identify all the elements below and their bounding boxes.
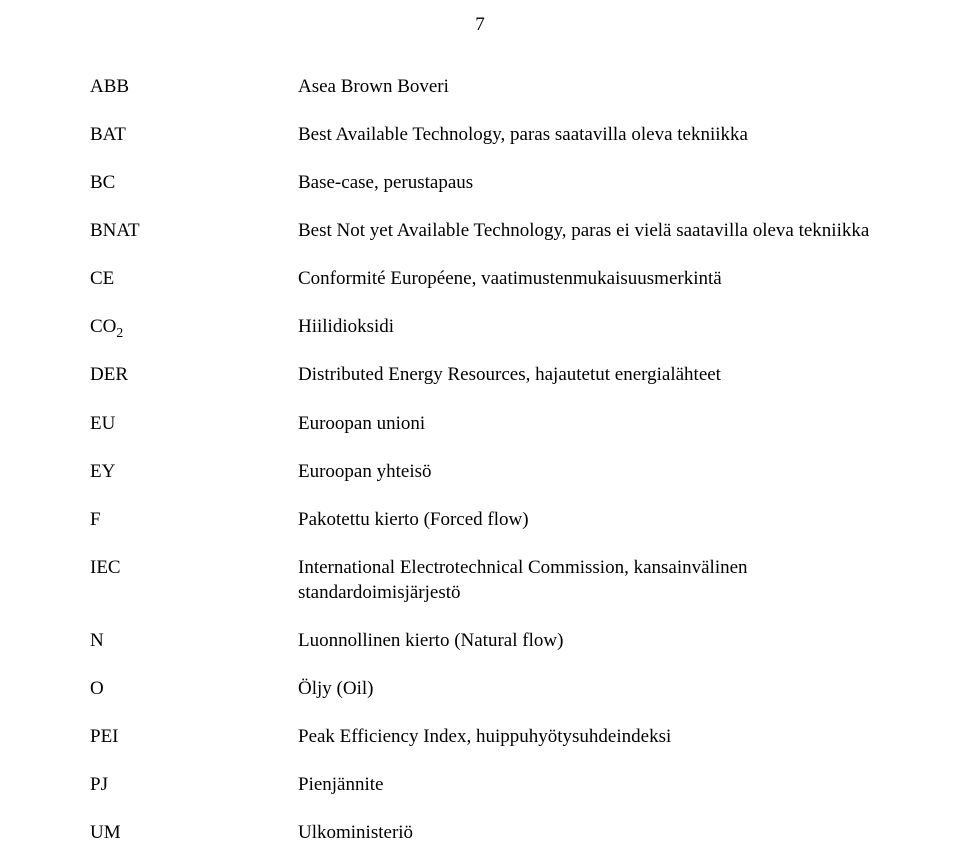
- term: BNAT: [90, 218, 298, 243]
- definition-row: PJ Pienjännite: [90, 772, 870, 797]
- definition-text: Conformité Européene, vaatimustenmukaisu…: [298, 266, 870, 291]
- term: DER: [90, 362, 298, 387]
- term-subscript: 2: [116, 325, 123, 340]
- term-text: BC: [90, 172, 115, 193]
- term-text: CO: [90, 316, 116, 337]
- term: CE: [90, 266, 298, 291]
- definition-row: DER Distributed Energy Resources, hajaut…: [90, 362, 870, 387]
- document-page: 7 ABB Asea Brown Boveri BAT Best Availab…: [0, 0, 960, 830]
- definition-row: O Öljy (Oil): [90, 676, 870, 701]
- definition-row: BAT Best Available Technology, paras saa…: [90, 122, 870, 147]
- definition-row: EU Euroopan unioni: [90, 411, 870, 436]
- term: BAT: [90, 122, 298, 147]
- definition-row: UM Ulkoministeriö: [90, 820, 870, 845]
- definition-text: Best Not yet Available Technology, paras…: [298, 218, 870, 243]
- term-text: ABB: [90, 76, 129, 97]
- term: BC: [90, 170, 298, 195]
- definition-text: Luonnollinen kierto (Natural flow): [298, 628, 870, 653]
- definition-text: Pakotettu kierto (Forced flow): [298, 507, 870, 532]
- term: ABB: [90, 74, 298, 99]
- term-text: DER: [90, 364, 128, 385]
- definition-row: BNAT Best Not yet Available Technology, …: [90, 218, 870, 243]
- definition-row: IEC International Electrotechnical Commi…: [90, 555, 870, 605]
- term: PEI: [90, 724, 298, 749]
- term: EU: [90, 411, 298, 436]
- term-text: O: [90, 678, 104, 699]
- term-text: EY: [90, 461, 115, 482]
- definition-text: Ulkoministeriö: [298, 820, 870, 845]
- term-text: BAT: [90, 124, 126, 145]
- definition-row: F Pakotettu kierto (Forced flow): [90, 507, 870, 532]
- definition-row: PEI Peak Efficiency Index, huippuhyötysu…: [90, 724, 870, 749]
- term: N: [90, 628, 298, 653]
- term: IEC: [90, 555, 298, 580]
- definition-text: Pienjännite: [298, 772, 870, 797]
- definition-text: Euroopan unioni: [298, 411, 870, 436]
- definition-text: Base-case, perustapaus: [298, 170, 870, 195]
- term: O: [90, 676, 298, 701]
- term-text: PEI: [90, 726, 119, 747]
- term: UM: [90, 820, 298, 845]
- definition-row: BC Base-case, perustapaus: [90, 170, 870, 195]
- term: F: [90, 507, 298, 532]
- term-text: CE: [90, 268, 114, 289]
- definition-text: Distributed Energy Resources, hajautetut…: [298, 362, 870, 387]
- term-text: UM: [90, 822, 121, 843]
- definition-row: ABB Asea Brown Boveri: [90, 74, 870, 99]
- term: EY: [90, 459, 298, 484]
- definition-text: Euroopan yhteisö: [298, 459, 870, 484]
- term-text: EU: [90, 413, 115, 434]
- definition-text: Öljy (Oil): [298, 676, 870, 701]
- definition-row: N Luonnollinen kierto (Natural flow): [90, 628, 870, 653]
- term-text: IEC: [90, 557, 121, 578]
- term-text: BNAT: [90, 220, 140, 241]
- definition-row: CO2 Hiilidioksidi: [90, 314, 870, 339]
- definition-text: International Electrotechnical Commissio…: [298, 555, 870, 605]
- term-text: N: [90, 630, 104, 651]
- term-text: F: [90, 509, 101, 530]
- definition-row: EY Euroopan yhteisö: [90, 459, 870, 484]
- definition-row: CE Conformité Européene, vaatimustenmuka…: [90, 266, 870, 291]
- term: PJ: [90, 772, 298, 797]
- page-number: 7: [0, 14, 960, 36]
- definition-text: Peak Efficiency Index, huippuhyötysuhdei…: [298, 724, 870, 749]
- definition-text: Asea Brown Boveri: [298, 74, 870, 99]
- term: CO2: [90, 314, 298, 339]
- definition-text: Hiilidioksidi: [298, 314, 870, 339]
- term-text: PJ: [90, 774, 108, 795]
- definitions-list: ABB Asea Brown Boveri BAT Best Available…: [90, 74, 870, 845]
- definition-text: Best Available Technology, paras saatavi…: [298, 122, 870, 147]
